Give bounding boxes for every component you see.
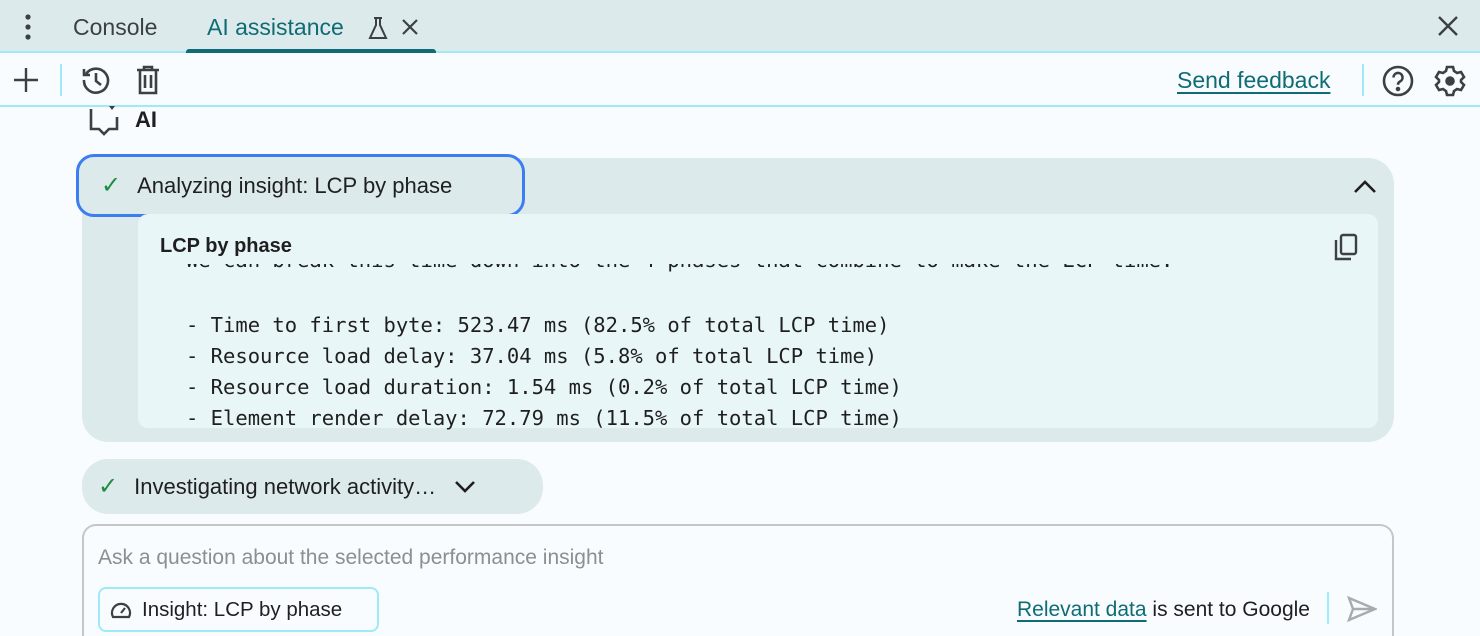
scrolled-code-line: We can break this time down into the 4 p… <box>186 264 1336 274</box>
code-block-title: LCP by phase <box>160 235 292 257</box>
tab-console[interactable]: Console <box>73 14 158 40</box>
more-menu-icon[interactable] <box>16 12 40 42</box>
active-tab-indicator <box>186 49 436 53</box>
code-line: - Element render delay: 72.79 ms (11.5% … <box>186 406 902 430</box>
step-title: Investigating network activity… <box>134 473 437 499</box>
code-line: - Resource load delay: 37.04 ms (5.8% of… <box>186 344 878 368</box>
code-line: - Time to first byte: 523.47 ms (82.5% o… <box>186 313 890 337</box>
gauge-icon <box>110 600 132 620</box>
copy-icon[interactable] <box>1332 232 1360 262</box>
divider <box>1362 64 1364 96</box>
relevant-data-link[interactable]: Relevant data <box>1016 598 1147 621</box>
check-icon: ✓ <box>98 473 119 500</box>
context-chip[interactable]: Insight: LCP by phase <box>98 587 379 632</box>
flask-icon <box>367 16 389 40</box>
tab-bar: Console AI assistance <box>0 0 1480 53</box>
code-line: - Resource load duration: 1.54 ms (0.2% … <box>186 375 902 399</box>
chevron-up-icon[interactable] <box>1352 176 1378 198</box>
step-header-button[interactable]: ✓ Analyzing insight: LCP by phase <box>76 154 525 217</box>
chat-input-box: Ask a question about the selected perfor… <box>82 524 1394 636</box>
delete-icon[interactable] <box>134 64 162 96</box>
close-tab-icon[interactable] <box>400 17 420 37</box>
step-title: Analyzing insight: LCP by phase <box>137 172 453 198</box>
send-feedback-link[interactable]: Send feedback <box>1177 67 1331 93</box>
code-line: We can break this time down into the 4 p… <box>186 264 1173 274</box>
step-network-activity[interactable]: ✓ Investigating network activity… <box>82 459 543 514</box>
toolbar: Send feedback <box>0 53 1480 107</box>
chat-input[interactable]: Ask a question about the selected perfor… <box>98 546 604 569</box>
message-author: AI <box>135 107 157 132</box>
ai-avatar-icon <box>88 104 120 138</box>
settings-icon[interactable] <box>1433 64 1467 98</box>
chevron-down-icon <box>454 480 476 494</box>
check-icon: ✓ <box>101 172 122 199</box>
divider <box>1327 592 1329 624</box>
help-icon[interactable] <box>1381 64 1415 98</box>
history-icon[interactable] <box>80 64 112 96</box>
close-panel-icon[interactable] <box>1436 14 1460 38</box>
new-chat-icon[interactable] <box>12 66 40 94</box>
tab-ai-assistance[interactable]: AI assistance <box>207 14 344 41</box>
code-block: LCP by phase We can break this time down… <box>138 214 1378 430</box>
send-icon[interactable] <box>1346 594 1378 624</box>
tab-label: AI assistance <box>207 14 344 40</box>
divider <box>60 64 62 96</box>
context-chip-label: Insight: LCP by phase <box>142 597 343 621</box>
disclaimer-text: is sent to Google <box>1146 598 1310 621</box>
data-disclaimer: Relevant data is sent to Google <box>1017 598 1310 622</box>
